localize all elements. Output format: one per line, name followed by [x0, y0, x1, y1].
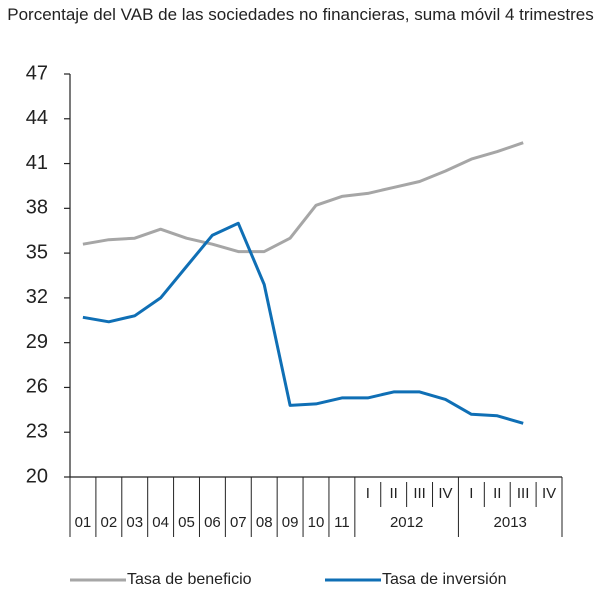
legend-label: Tasa de beneficio: [127, 571, 252, 588]
legend-label: Tasa de inversión: [382, 571, 507, 588]
y-tick-label: 35: [26, 241, 48, 263]
x-tick-label: II: [390, 485, 398, 502]
x-tick-label: I: [366, 485, 370, 502]
y-tick-label: 23: [26, 421, 48, 443]
x-tick-label: 05: [178, 514, 195, 531]
x-tick-label: 06: [204, 514, 221, 531]
series-line: [82, 141, 524, 254]
y-tick-label: 44: [26, 107, 48, 129]
x-tick-label: 01: [75, 514, 92, 531]
x-tick-label: 11: [334, 514, 350, 531]
y-tick-label: 29: [26, 331, 48, 353]
x-tick-label: 09: [282, 514, 299, 531]
y-tick-label: 26: [26, 376, 48, 398]
y-tick-label: 38: [26, 197, 48, 219]
x-tick-label: III: [517, 485, 530, 502]
x-tick-label: IV: [438, 485, 452, 502]
y-tick-label: 20: [26, 465, 48, 487]
y-tick-label: 41: [26, 152, 48, 174]
x-tick-label: 02: [100, 514, 117, 531]
x-tick-label: II: [493, 485, 501, 502]
series-line: [82, 221, 524, 425]
x-tick-label: III: [413, 485, 426, 502]
x-tick-label: 08: [256, 514, 273, 531]
x-tick-label: 04: [152, 514, 169, 531]
x-tick-label: I: [469, 485, 473, 502]
x-tick-label: 03: [126, 514, 143, 531]
y-tick-label: 32: [26, 286, 48, 308]
x-group-label: 2012: [390, 514, 423, 531]
chart-title: Porcentaje del VAB de las sociedades no …: [7, 5, 594, 24]
x-group-label: 2013: [494, 514, 527, 531]
x-tick-label: 07: [230, 514, 247, 531]
y-tick-label: 47: [26, 62, 48, 84]
x-tick-label: IV: [542, 485, 556, 502]
x-tick-label: 10: [308, 514, 325, 531]
